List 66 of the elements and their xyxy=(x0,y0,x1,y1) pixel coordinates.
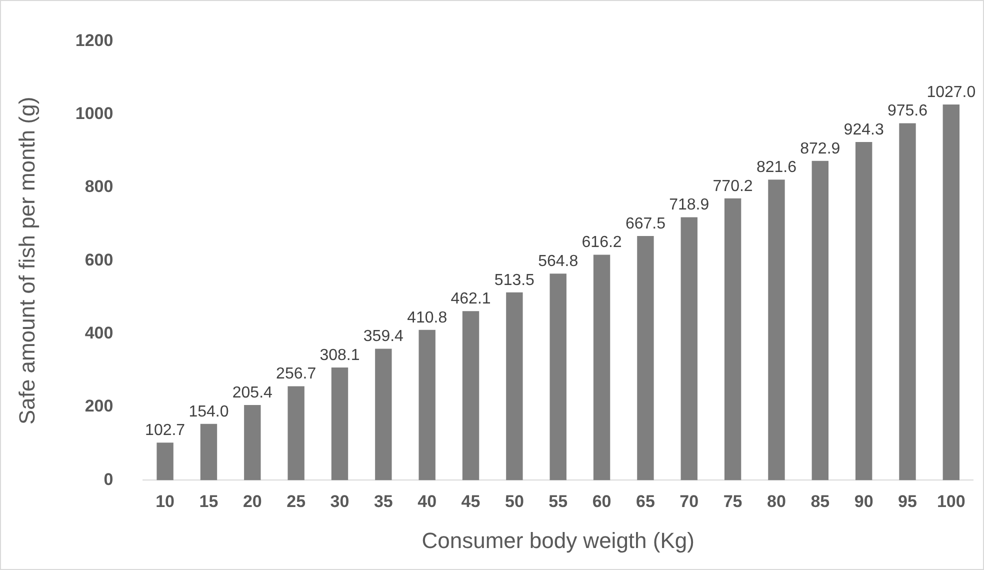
y-tick-label: 200 xyxy=(84,396,114,416)
x-tick-label: 25 xyxy=(286,492,306,512)
y-axis-title: Safe amount of fish per month (g) xyxy=(14,96,40,425)
bar xyxy=(593,254,610,480)
data-label: 821.6 xyxy=(756,159,797,176)
bar xyxy=(288,386,304,480)
x-tick-label: 70 xyxy=(680,492,699,512)
bar xyxy=(244,405,261,480)
bar xyxy=(942,104,960,480)
data-label: 205.4 xyxy=(232,384,273,402)
x-tick-label: 95 xyxy=(898,492,917,512)
data-label: 308.1 xyxy=(320,346,360,364)
bar xyxy=(375,348,392,480)
data-label: 924.3 xyxy=(844,121,884,138)
x-tick-label: 90 xyxy=(854,492,874,512)
data-label: 359.4 xyxy=(363,328,404,346)
y-tick-label: 400 xyxy=(84,324,114,343)
x-tick-label: 45 xyxy=(461,492,480,512)
data-label: 102.7 xyxy=(145,422,186,440)
bar xyxy=(331,367,348,480)
bar xyxy=(418,330,436,480)
y-tick-label: 800 xyxy=(84,177,114,196)
bar xyxy=(768,180,785,480)
x-tick-label: 60 xyxy=(592,492,612,512)
data-label: 462.1 xyxy=(450,290,491,308)
data-label: 256.7 xyxy=(276,366,316,383)
bar xyxy=(680,217,698,480)
data-label: 872.9 xyxy=(800,140,840,158)
x-tick-label: 15 xyxy=(199,492,218,512)
x-axis-title: Consumer body weigth (Kg) xyxy=(422,528,694,553)
data-label: 564.8 xyxy=(538,252,578,270)
x-tick-label: 30 xyxy=(330,492,350,512)
bar xyxy=(637,236,654,480)
x-tick-label: 50 xyxy=(504,492,524,512)
bar xyxy=(506,292,523,480)
bar xyxy=(550,274,566,480)
data-label: 770.2 xyxy=(712,178,753,195)
y-tick-label: 1200 xyxy=(75,30,114,50)
bar xyxy=(724,198,742,480)
bar xyxy=(812,160,828,480)
data-label: 975.6 xyxy=(887,102,928,120)
x-tick-label: 55 xyxy=(548,492,568,512)
bar xyxy=(855,142,872,480)
x-tick-label: 85 xyxy=(810,492,830,512)
data-label: 718.9 xyxy=(669,196,710,214)
bar xyxy=(200,424,218,480)
x-tick-label: 80 xyxy=(767,492,786,512)
data-label: 154.0 xyxy=(188,403,229,420)
data-label: 513.5 xyxy=(494,272,535,289)
y-tick-label: 0 xyxy=(104,470,114,489)
x-tick-label: 40 xyxy=(418,492,437,512)
x-tick-label: 35 xyxy=(374,492,393,512)
y-tick-label: 600 xyxy=(84,250,114,270)
data-label: 667.5 xyxy=(625,215,666,232)
x-tick-label: 75 xyxy=(723,492,742,512)
bar xyxy=(156,442,174,480)
data-label: 616.2 xyxy=(582,234,622,252)
bar xyxy=(899,123,916,480)
y-tick-label: 1000 xyxy=(75,104,114,124)
data-label: 410.8 xyxy=(407,309,448,326)
bar xyxy=(462,311,480,480)
x-tick-label: 65 xyxy=(636,492,655,512)
data-label: 1027.0 xyxy=(926,84,976,101)
x-tick-label: 20 xyxy=(242,492,262,512)
x-tick-label: 10 xyxy=(156,492,175,512)
x-tick-label: 100 xyxy=(936,492,966,512)
